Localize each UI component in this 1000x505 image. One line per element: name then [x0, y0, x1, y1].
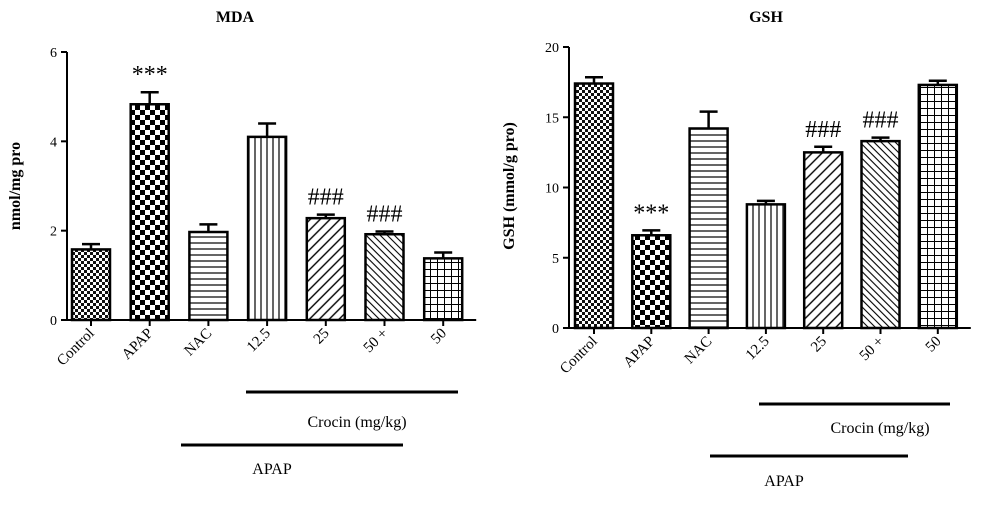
category-label: 50	[428, 326, 450, 348]
y-tick-label: 20	[545, 41, 559, 56]
bar	[129, 103, 170, 322]
category-label: APAP	[119, 326, 156, 363]
category-label: 25	[311, 326, 333, 348]
significance-label: ###	[805, 117, 841, 143]
y-tick-label: 5	[552, 252, 559, 267]
y-tick-label: 2	[50, 225, 57, 240]
bar	[188, 230, 229, 322]
category-label: 50	[923, 334, 945, 356]
bar	[305, 216, 347, 322]
y-tick-label: 0	[50, 314, 57, 329]
bar	[802, 151, 844, 330]
category-label: 25	[808, 334, 830, 356]
significance-label: ###	[863, 108, 899, 134]
chart-title: MDA	[216, 9, 255, 26]
apap-group-label: APAP	[764, 473, 804, 490]
category-label: 12.5	[743, 334, 773, 364]
category-label: 50 +	[361, 326, 392, 357]
bar	[573, 82, 615, 330]
y-tick-label: 6	[50, 46, 57, 61]
significance-label: ***	[633, 200, 669, 226]
bar	[631, 234, 672, 330]
bar	[70, 248, 112, 322]
bar	[917, 83, 959, 330]
chart-panel-1: GSH GSH (mmol/g pro) 0 5 10 15 20 Control APAP **…	[501, 9, 971, 490]
crocin-group-label: Crocin (mg/kg)	[307, 414, 406, 431]
category-label: Control	[557, 334, 601, 378]
chart-panel-0: MDA nmol/mg pro 0 2 4 6 Control APAP *** NAC 12.5 2…	[7, 9, 477, 478]
bar	[246, 135, 288, 322]
bar	[860, 139, 901, 330]
category-label: 50 +	[857, 334, 888, 365]
y-axis-label: nmol/mg pro	[7, 142, 24, 230]
y-tick-label: 10	[545, 182, 559, 197]
category-label: NAC	[682, 334, 716, 368]
crocin-group-label: Crocin (mg/kg)	[830, 420, 929, 437]
y-tick-label: 4	[50, 135, 57, 150]
y-tick-label: 0	[552, 322, 559, 337]
bar	[688, 127, 729, 330]
y-axis-label: GSH (mmol/g pro)	[501, 122, 518, 250]
bar	[364, 232, 405, 322]
category-label: 12.5	[244, 326, 274, 356]
significance-label: ###	[367, 202, 403, 228]
category-label: APAP	[621, 334, 658, 371]
category-label: NAC	[182, 326, 216, 360]
category-label: Control	[54, 326, 98, 370]
apap-group-label: APAP	[252, 461, 292, 478]
bar	[422, 257, 464, 322]
significance-label: ***	[132, 62, 168, 88]
bar	[745, 203, 787, 330]
chart-title: GSH	[749, 9, 783, 26]
y-tick-label: 15	[545, 111, 559, 126]
significance-label: ###	[308, 185, 344, 211]
